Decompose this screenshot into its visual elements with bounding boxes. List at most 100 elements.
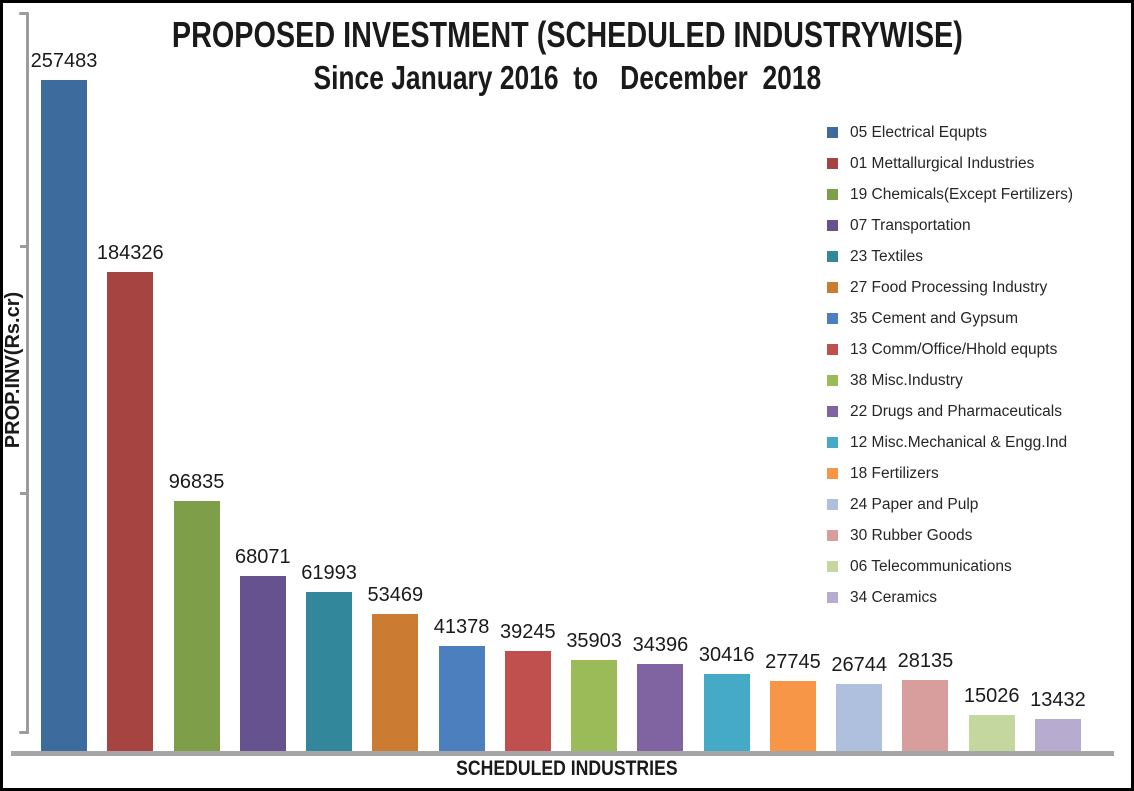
bar — [703, 674, 750, 754]
legend-item: 22 Drugs and Pharmaceuticals — [827, 396, 1073, 427]
bar — [1034, 718, 1081, 754]
bar-group: 41378 — [434, 616, 489, 754]
legend-item: 34 Ceramics — [827, 582, 1073, 613]
bar-group: 184326 — [97, 242, 164, 754]
legend-swatch — [827, 127, 838, 138]
bar-value-label: 257483 — [30, 50, 98, 72]
bar-value-label: 26744 — [831, 654, 887, 676]
y-axis-top-cap — [19, 12, 29, 15]
bar — [438, 645, 485, 754]
legend-item: 06 Telecommunications — [827, 551, 1073, 582]
legend-label: 34 Ceramics — [850, 588, 937, 606]
bar-value-label: 68071 — [234, 545, 291, 568]
x-axis-label-wrap: SCHEDULED INDUSTRIES — [3, 757, 1131, 781]
legend-label: 05 Electrical Equpts — [850, 123, 987, 141]
bar-value-label: 39245 — [500, 621, 556, 644]
bar — [173, 500, 220, 754]
legend-swatch — [827, 375, 838, 386]
legend-swatch — [827, 530, 838, 541]
legend-item: 35 Cement and Gypsum — [827, 303, 1073, 334]
bar — [239, 575, 286, 754]
legend-item: 18 Fertilizers — [827, 458, 1073, 489]
legend: 05 Electrical Equpts 01 Mettallurgical In… — [827, 117, 1073, 613]
legend-label: 13 Comm/Office/Hhold equpts — [850, 340, 1058, 358]
legend-item: 23 Textiles — [827, 241, 1073, 272]
legend-swatch — [827, 189, 838, 200]
bar-group: 27745 — [765, 651, 821, 754]
y-axis-label: PROP.INV(Rs.cr) — [2, 291, 24, 449]
legend-item: 07 Transportation — [827, 210, 1073, 241]
bar — [107, 271, 154, 754]
bar — [769, 681, 816, 754]
bar — [902, 680, 949, 754]
legend-swatch — [827, 344, 838, 355]
legend-swatch — [827, 468, 838, 479]
x-axis-label: SCHEDULED INDUSTRIES — [456, 757, 678, 780]
legend-label: 18 Fertilizers — [850, 464, 939, 482]
y-axis-bottom-cap — [19, 731, 29, 734]
chart-canvas: PROPOSED INVESTMENT (SCHEDULED INDUSTRYW… — [3, 3, 1131, 788]
bar-value-label: 53469 — [367, 584, 424, 606]
bar-group: 28135 — [898, 650, 953, 754]
bar-group: 30416 — [699, 644, 754, 754]
bar-group: 96835 — [169, 471, 224, 754]
legend-swatch — [827, 313, 838, 324]
bar-value-label: 35903 — [566, 630, 622, 652]
bar-group: 34396 — [633, 634, 688, 754]
bar-group: 39245 — [500, 621, 556, 754]
bar — [372, 614, 419, 754]
y-axis-line — [26, 12, 29, 734]
bar — [504, 651, 551, 754]
legend-label: 30 Rubber Goods — [850, 526, 973, 544]
bar-group: 257483 — [31, 50, 97, 754]
bar-value-label: 28135 — [897, 650, 954, 673]
bar-group: 61993 — [301, 562, 357, 754]
legend-item: 38 Misc.Industry — [827, 365, 1073, 396]
legend-label: 07 Transportation — [850, 216, 971, 234]
legend-label: 27 Food Processing Industry — [850, 278, 1048, 296]
legend-label: 19 Chemicals(Except Fertilizers) — [850, 185, 1074, 203]
legend-item: 12 Misc.Mechanical & Engg.Ind — [827, 427, 1073, 458]
chart-title: PROPOSED INVESTMENT (SCHEDULED INDUSTRYW… — [3, 13, 1131, 99]
bar-value-label: 41378 — [433, 615, 490, 638]
legend-swatch — [827, 561, 838, 572]
bar-value-label: 184326 — [96, 241, 164, 264]
bar-value-label: 27745 — [765, 651, 821, 674]
legend-label: 01 Mettallurgical Industries — [850, 154, 1035, 172]
legend-swatch — [827, 282, 838, 293]
bar-group: 68071 — [235, 546, 291, 754]
y-axis-tick — [20, 245, 28, 248]
legend-swatch — [827, 251, 838, 262]
bar-group: 35903 — [566, 630, 622, 754]
y-axis-tick — [20, 492, 28, 495]
legend-label: 06 Telecommunications — [850, 557, 1012, 575]
bar-value-label: 30416 — [698, 644, 755, 667]
legend-item: 13 Comm/Office/Hhold equpts — [827, 334, 1073, 365]
bar-group: 15026 — [964, 685, 1020, 754]
legend-item: 01 Mettallurgical Industries — [827, 148, 1073, 179]
bar — [41, 80, 87, 754]
bar-value-label: 13432 — [1030, 688, 1086, 711]
legend-item: 05 Electrical Equpts — [827, 117, 1073, 148]
x-axis-line — [11, 751, 1114, 756]
legend-swatch — [827, 220, 838, 231]
legend-label: 22 Drugs and Pharmaceuticals — [850, 402, 1062, 420]
legend-item: 27 Food Processing Industry — [827, 272, 1073, 303]
legend-label: 24 Paper and Pulp — [850, 495, 979, 513]
legend-label: 35 Cement and Gypsum — [850, 309, 1019, 327]
legend-item: 30 Rubber Goods — [827, 520, 1073, 551]
legend-label: 38 Misc.Industry — [850, 371, 963, 389]
bar-value-label: 96835 — [168, 470, 225, 493]
legend-item: 24 Paper and Pulp — [827, 489, 1073, 520]
legend-label: 23 Textiles — [850, 247, 923, 265]
bar — [968, 714, 1015, 754]
legend-swatch — [827, 406, 838, 417]
bar-value-label: 61993 — [301, 561, 357, 584]
legend-swatch — [827, 158, 838, 169]
legend-swatch — [827, 592, 838, 603]
bar — [306, 591, 353, 754]
chart-title-line2: Since January 2016 to December 2018 — [313, 59, 821, 96]
bar — [637, 664, 684, 754]
legend-item: 19 Chemicals(Except Fertilizers) — [827, 179, 1073, 210]
